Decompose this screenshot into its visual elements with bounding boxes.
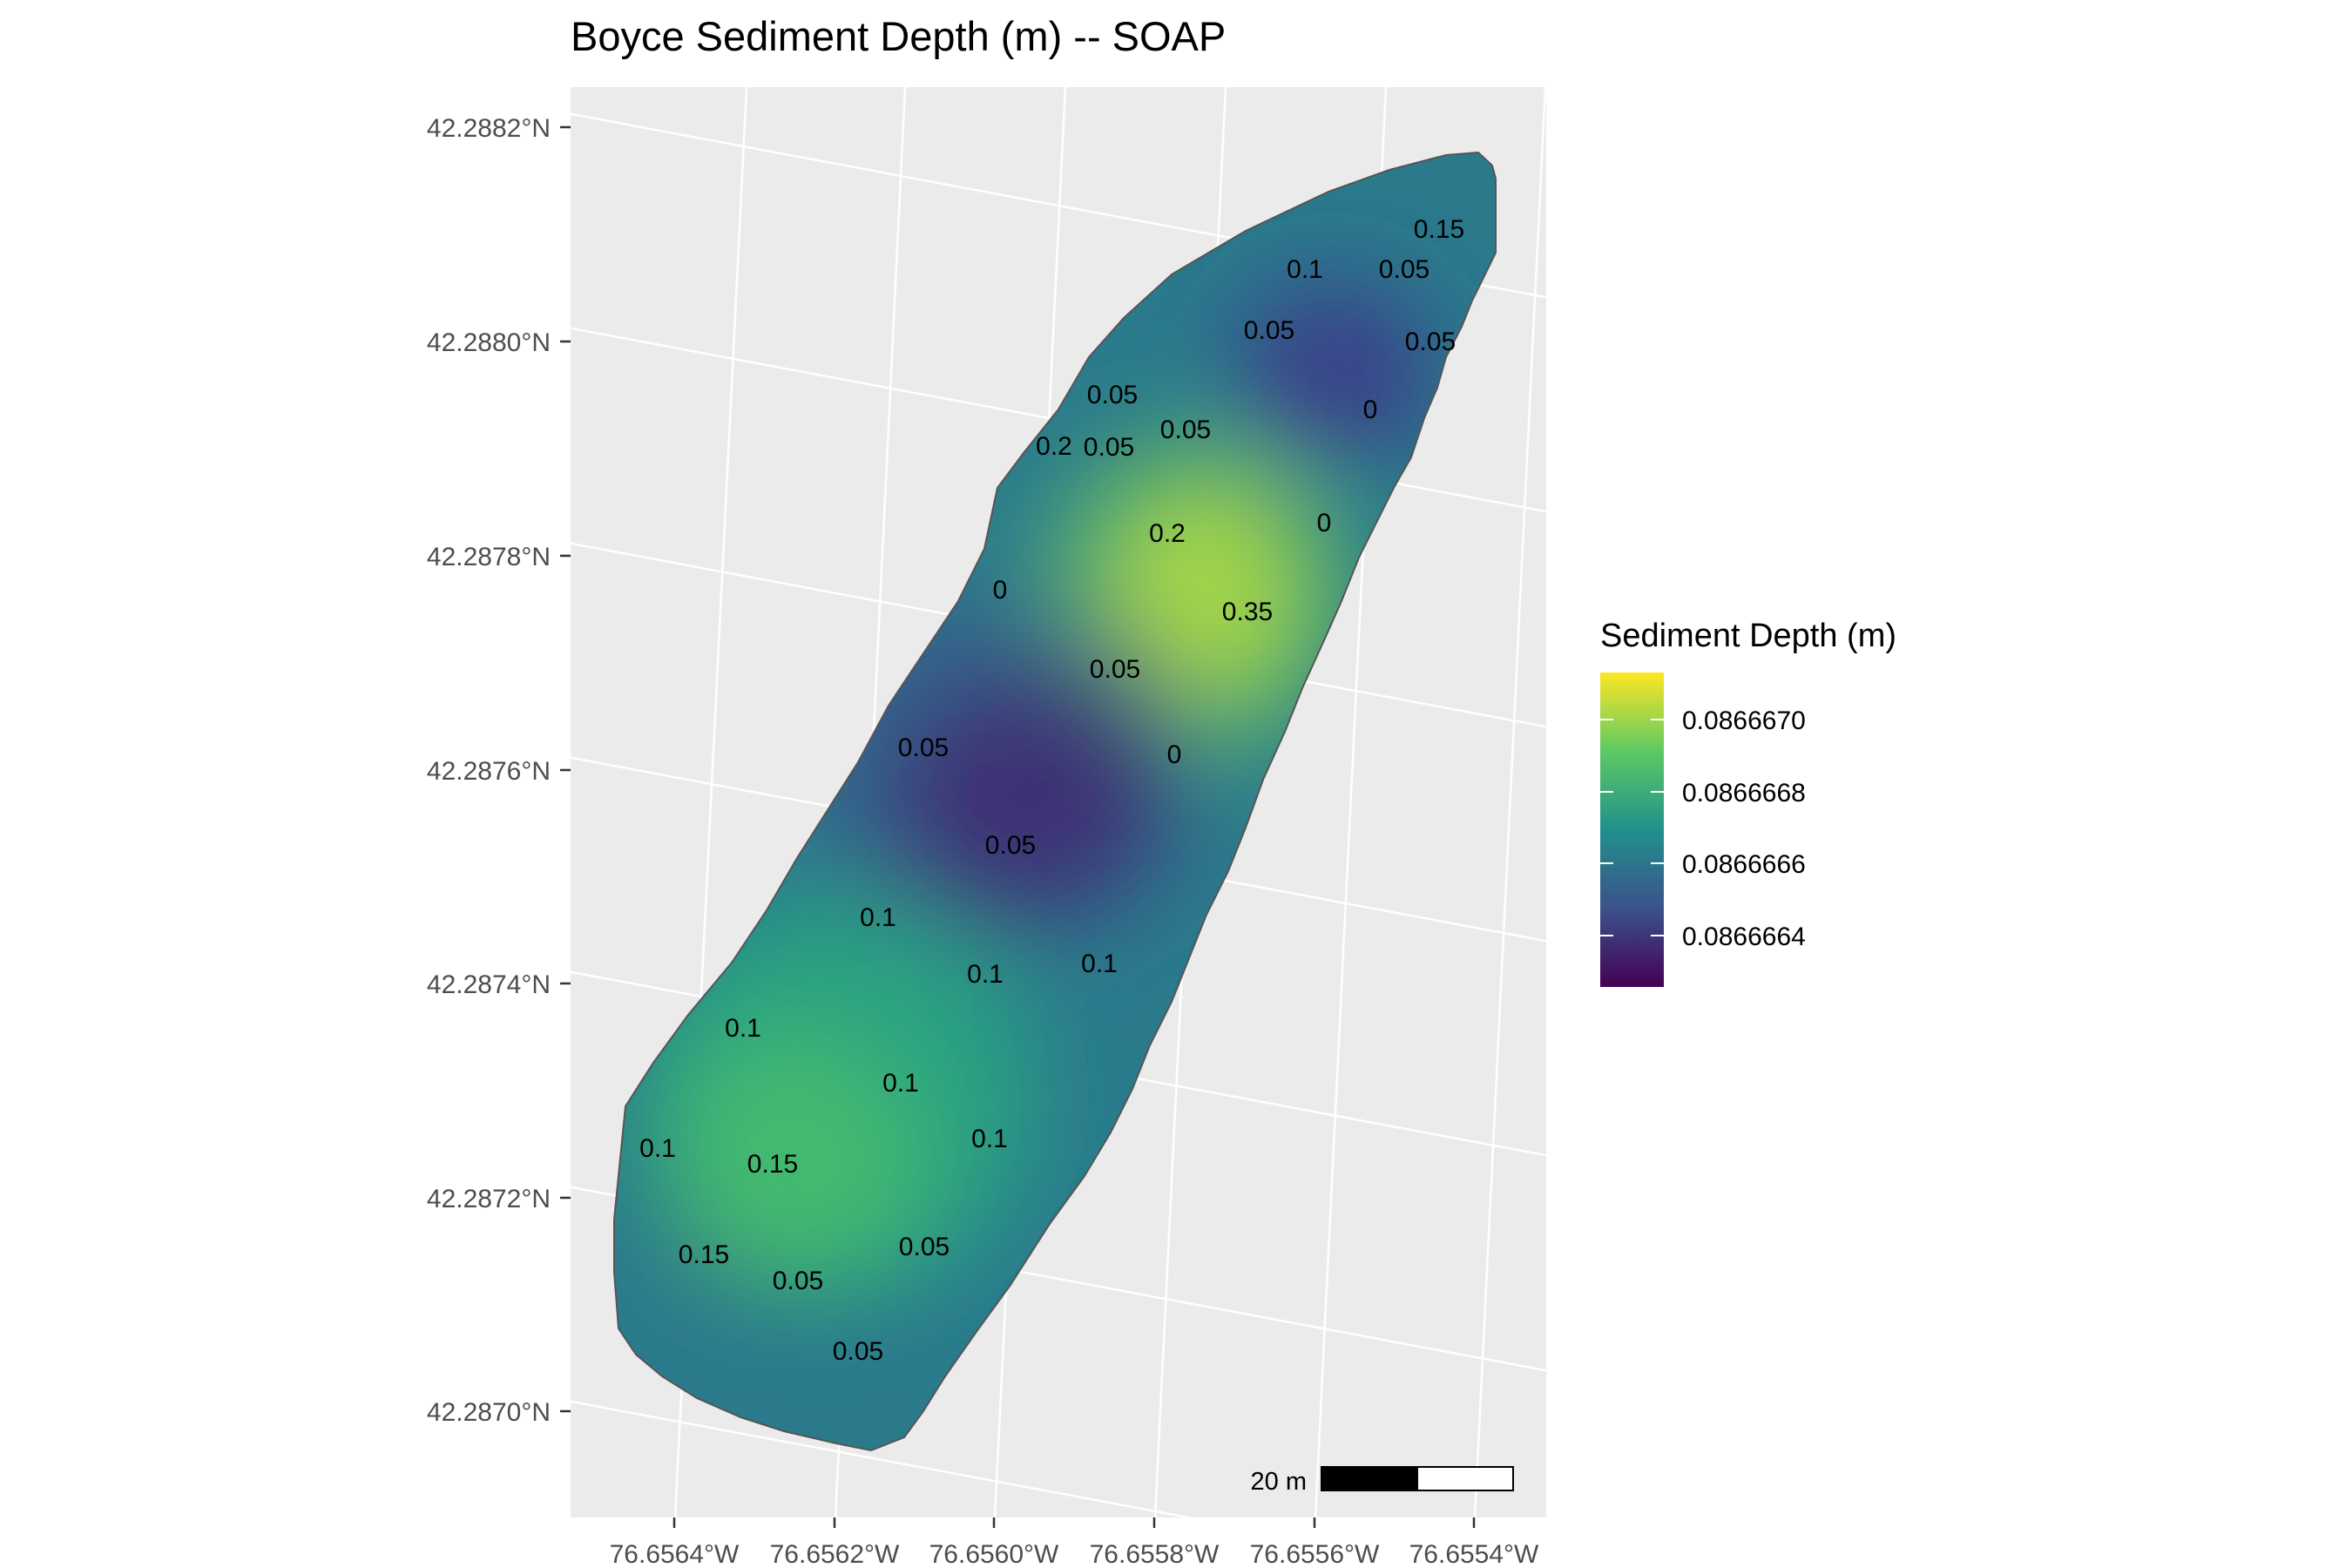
x-tick-label: 76.6558°W	[1090, 1540, 1220, 1568]
sample-depth-label: 0	[1317, 509, 1332, 537]
sample-depth-label: 0.1	[639, 1134, 676, 1163]
y-tick-label: 42.2870°N	[427, 1398, 551, 1427]
sample-depth-label: 0.05	[1090, 655, 1140, 684]
sample-depth-label: 0.15	[679, 1240, 729, 1269]
legend-label: 0.0866668	[1682, 779, 1806, 808]
sample-depth-label: 0	[1363, 395, 1378, 424]
sample-depth-label: 0.1	[882, 1069, 919, 1098]
y-tick-label: 42.2878°N	[427, 543, 551, 571]
sample-depth-label: 0.2	[1149, 519, 1186, 548]
sample-depth-label: 0.1	[725, 1014, 761, 1043]
sample-depth-label: 0.1	[1287, 255, 1323, 284]
y-axis: 42.2882°N 42.2880°N 42.2878°N 42.2876°N 42.2…	[427, 114, 571, 1427]
sample-depth-label: 0.05	[773, 1267, 823, 1295]
y-tick-label: 42.2882°N	[427, 114, 551, 143]
sample-depth-label: 0.1	[967, 960, 1004, 989]
legend-label: 0.0866666	[1682, 850, 1806, 879]
y-tick-label: 42.2872°N	[427, 1185, 551, 1213]
sample-depth-label: 0.05	[1084, 433, 1134, 462]
grid-line-lon	[1473, 87, 1546, 1517]
legend-title: Sediment Depth (m)	[1600, 618, 1896, 654]
sample-depth-label: 0.05	[898, 733, 949, 762]
sample-depth-label: 0.15	[1414, 215, 1464, 244]
sample-depth-label: 0.05	[1244, 316, 1294, 345]
x-tick-label: 76.6554°W	[1409, 1540, 1539, 1568]
sample-depth-label: 0.05	[1087, 381, 1138, 409]
x-tick-label: 76.6556°W	[1250, 1540, 1380, 1568]
sample-depth-label: 0.05	[985, 831, 1036, 860]
sample-depth-label: 0	[1167, 740, 1182, 769]
sample-depth-label: 0.15	[747, 1150, 798, 1179]
sample-depth-label: 0.1	[860, 903, 896, 932]
sample-depth-label: 0.05	[1379, 255, 1429, 284]
sample-depth-label: 0.1	[1081, 950, 1118, 978]
legend: Sediment Depth (m) 0.0866670 0.0866668 0.0…	[1600, 618, 1896, 987]
legend-colorbar	[1600, 672, 1664, 987]
sample-depth-label: 0.05	[1160, 416, 1211, 444]
lake-outline	[613, 151, 1497, 1452]
legend-label: 0.0866670	[1682, 706, 1806, 735]
sample-depth-label: 0.35	[1222, 598, 1273, 626]
sample-depth-label: 0	[993, 576, 1008, 605]
sample-depth-label: 0.1	[971, 1125, 1008, 1153]
x-tick-label: 76.6564°W	[610, 1540, 740, 1568]
scale-bar-black-segment	[1321, 1466, 1418, 1491]
sample-depth-label: 0.2	[1036, 432, 1072, 461]
scale-bar-white-segment	[1416, 1466, 1514, 1491]
y-tick-label: 42.2876°N	[427, 757, 551, 786]
y-tick-label: 42.2880°N	[427, 328, 551, 357]
y-tick-label: 42.2874°N	[427, 970, 551, 999]
scale-bar-label: 20 m	[1251, 1468, 1307, 1496]
x-axis: 76.6564°W 76.6562°W 76.6560°W 76.6558°W 76.6…	[610, 1517, 1539, 1568]
grid-line-lat	[571, 1400, 1194, 1517]
x-tick-label: 76.6562°W	[770, 1540, 900, 1568]
sample-depth-labels: 0.15 0.1 0.05 0.05 0.05 0.05 0 0.05 0.05 0.2 0.2 0 0…	[639, 215, 1464, 1366]
legend-label: 0.0866664	[1682, 923, 1806, 951]
sample-depth-label: 0.05	[899, 1233, 950, 1261]
scale-bar: 20 m	[1251, 1466, 1514, 1496]
sample-depth-label: 0.05	[833, 1337, 883, 1366]
sample-depth-label: 0.05	[1405, 328, 1456, 356]
x-tick-label: 76.6560°W	[929, 1540, 1059, 1568]
chart-title: Boyce Sediment Depth (m) -- SOAP	[571, 13, 1226, 59]
